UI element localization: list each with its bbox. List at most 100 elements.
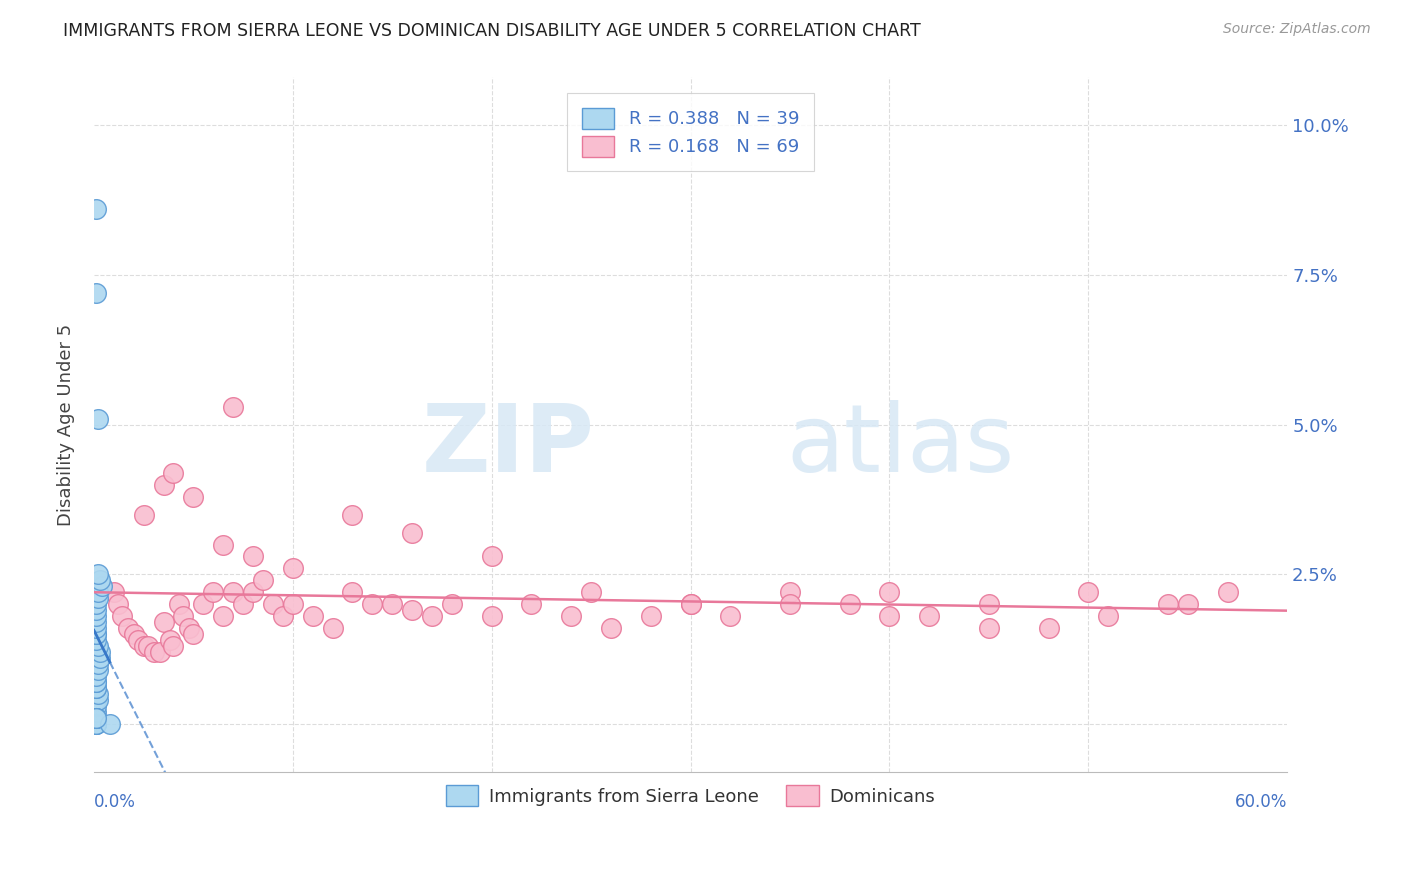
Point — [127, 633, 149, 648]
Point — [84, 699, 107, 714]
Point — [117, 621, 139, 635]
Point — [1097, 609, 1119, 624]
Point — [381, 598, 404, 612]
Point — [87, 591, 110, 606]
Point — [481, 609, 503, 624]
Point — [918, 609, 941, 624]
Point — [84, 711, 107, 725]
Point — [89, 645, 111, 659]
Point — [87, 640, 110, 654]
Point — [162, 640, 184, 654]
Point — [103, 585, 125, 599]
Point — [600, 621, 623, 635]
Point — [301, 609, 323, 624]
Point — [84, 609, 107, 624]
Point — [1177, 598, 1199, 612]
Point — [1077, 585, 1099, 599]
Point — [271, 609, 294, 624]
Point — [89, 651, 111, 665]
Point — [87, 657, 110, 672]
Point — [84, 598, 107, 612]
Point — [361, 598, 384, 612]
Point — [560, 609, 582, 624]
Point — [159, 633, 181, 648]
Point — [152, 615, 174, 630]
Point — [89, 574, 111, 588]
Point — [132, 508, 155, 522]
Point — [718, 609, 741, 624]
Point — [222, 585, 245, 599]
Point — [107, 598, 129, 612]
Point — [87, 687, 110, 701]
Point — [242, 585, 264, 599]
Point — [84, 285, 107, 300]
Point — [838, 598, 860, 612]
Point — [84, 621, 107, 635]
Point — [84, 202, 107, 217]
Point — [1216, 585, 1239, 599]
Point — [401, 603, 423, 617]
Point — [183, 490, 205, 504]
Point — [342, 508, 364, 522]
Text: ZIP: ZIP — [422, 400, 595, 491]
Point — [977, 598, 1000, 612]
Point — [111, 609, 134, 624]
Point — [401, 525, 423, 540]
Point — [977, 621, 1000, 635]
Point — [183, 627, 205, 641]
Point — [481, 549, 503, 564]
Point — [342, 585, 364, 599]
Legend: Immigrants from Sierra Leone, Dominicans: Immigrants from Sierra Leone, Dominicans — [437, 776, 945, 815]
Point — [142, 645, 165, 659]
Point — [84, 717, 107, 731]
Point — [212, 537, 235, 551]
Point — [87, 693, 110, 707]
Text: atlas: atlas — [786, 400, 1014, 491]
Point — [87, 567, 110, 582]
Point — [162, 466, 184, 480]
Point — [122, 627, 145, 641]
Point — [87, 585, 110, 599]
Text: 0.0%: 0.0% — [94, 793, 136, 811]
Point — [193, 598, 215, 612]
Point — [169, 598, 191, 612]
Point — [420, 609, 443, 624]
Point — [322, 621, 344, 635]
Point — [879, 585, 901, 599]
Text: 60.0%: 60.0% — [1234, 793, 1288, 811]
Point — [520, 598, 543, 612]
Point — [1038, 621, 1060, 635]
Point — [152, 477, 174, 491]
Point — [84, 627, 107, 641]
Point — [84, 711, 107, 725]
Point — [84, 603, 107, 617]
Point — [440, 598, 463, 612]
Point — [1157, 598, 1180, 612]
Point — [172, 609, 194, 624]
Point — [679, 598, 702, 612]
Y-axis label: Disability Age Under 5: Disability Age Under 5 — [58, 324, 75, 526]
Point — [202, 585, 225, 599]
Point — [84, 717, 107, 731]
Point — [281, 598, 304, 612]
Point — [84, 711, 107, 725]
Point — [84, 717, 107, 731]
Point — [87, 663, 110, 677]
Point — [98, 717, 121, 731]
Point — [222, 400, 245, 414]
Point — [84, 693, 107, 707]
Text: IMMIGRANTS FROM SIERRA LEONE VS DOMINICAN DISABILITY AGE UNDER 5 CORRELATION CHA: IMMIGRANTS FROM SIERRA LEONE VS DOMINICA… — [63, 22, 921, 40]
Point — [84, 675, 107, 690]
Point — [90, 579, 112, 593]
Point — [879, 609, 901, 624]
Point — [84, 711, 107, 725]
Point — [640, 609, 662, 624]
Text: Source: ZipAtlas.com: Source: ZipAtlas.com — [1223, 22, 1371, 37]
Point — [87, 411, 110, 425]
Point — [242, 549, 264, 564]
Point — [84, 681, 107, 696]
Point — [84, 669, 107, 683]
Point — [679, 598, 702, 612]
Point — [84, 675, 107, 690]
Point — [84, 633, 107, 648]
